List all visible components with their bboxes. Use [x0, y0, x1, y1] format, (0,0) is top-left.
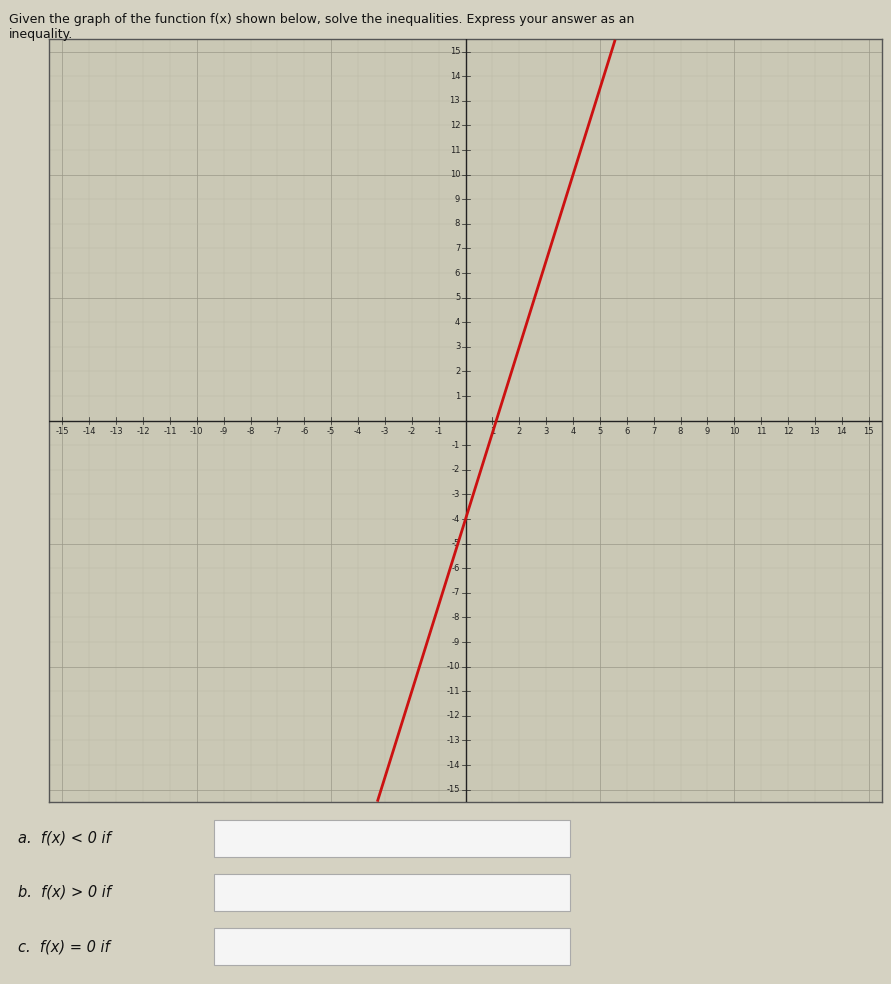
Text: 2: 2 [455, 367, 460, 376]
Text: 15: 15 [863, 427, 874, 436]
Text: -6: -6 [300, 427, 308, 436]
Text: 3: 3 [454, 342, 460, 351]
Text: -3: -3 [452, 490, 460, 499]
Text: inequality.: inequality. [9, 28, 73, 40]
Text: -7: -7 [452, 588, 460, 597]
Text: -8: -8 [247, 427, 255, 436]
Text: -15: -15 [446, 785, 460, 794]
Text: c.  f(x) = 0 if: c. f(x) = 0 if [18, 939, 110, 954]
Text: 5: 5 [597, 427, 602, 436]
Text: -14: -14 [446, 761, 460, 769]
Text: -9: -9 [452, 638, 460, 646]
Text: -6: -6 [452, 564, 460, 573]
Text: 6: 6 [454, 269, 460, 277]
Text: -4: -4 [452, 515, 460, 523]
Text: 3: 3 [544, 427, 549, 436]
Text: -2: -2 [452, 465, 460, 474]
Text: -9: -9 [219, 427, 228, 436]
Text: 11: 11 [756, 427, 766, 436]
Text: 6: 6 [624, 427, 629, 436]
Text: b.  f(x) > 0 if: b. f(x) > 0 if [18, 885, 110, 900]
Text: 4: 4 [570, 427, 576, 436]
Text: -14: -14 [83, 427, 96, 436]
Text: 14: 14 [450, 72, 460, 81]
Text: 10: 10 [450, 170, 460, 179]
Text: a.  f(x) < 0 if: a. f(x) < 0 if [18, 830, 110, 846]
Text: -15: -15 [56, 427, 69, 436]
Text: 13: 13 [450, 96, 460, 105]
Text: 9: 9 [705, 427, 710, 436]
Text: -3: -3 [380, 427, 389, 436]
Text: 15: 15 [450, 47, 460, 56]
Text: -4: -4 [354, 427, 362, 436]
Text: -5: -5 [327, 427, 335, 436]
Text: -8: -8 [452, 613, 460, 622]
Text: -10: -10 [190, 427, 203, 436]
Text: -5: -5 [452, 539, 460, 548]
Text: -12: -12 [136, 427, 150, 436]
Text: 14: 14 [837, 427, 847, 436]
Text: 1: 1 [490, 427, 495, 436]
Text: 13: 13 [810, 427, 821, 436]
Text: 1: 1 [455, 392, 460, 400]
Text: 8: 8 [454, 219, 460, 228]
Text: -12: -12 [446, 711, 460, 720]
Text: -13: -13 [110, 427, 123, 436]
Text: 10: 10 [729, 427, 740, 436]
Text: 8: 8 [678, 427, 683, 436]
Text: -11: -11 [163, 427, 176, 436]
Text: -7: -7 [274, 427, 282, 436]
Text: 2: 2 [517, 427, 522, 436]
Text: -1: -1 [452, 441, 460, 450]
Text: 11: 11 [450, 146, 460, 154]
Text: -13: -13 [446, 736, 460, 745]
Text: 12: 12 [783, 427, 793, 436]
Text: -2: -2 [408, 427, 416, 436]
Text: 5: 5 [455, 293, 460, 302]
Text: Given the graph of the function f(x) shown below, solve the inequalities. Expres: Given the graph of the function f(x) sho… [9, 13, 634, 26]
Text: 7: 7 [454, 244, 460, 253]
Text: 12: 12 [450, 121, 460, 130]
Text: 9: 9 [455, 195, 460, 204]
Text: 7: 7 [651, 427, 657, 436]
Text: 4: 4 [455, 318, 460, 327]
Text: -10: -10 [446, 662, 460, 671]
Text: -1: -1 [435, 427, 443, 436]
Text: -11: -11 [446, 687, 460, 696]
